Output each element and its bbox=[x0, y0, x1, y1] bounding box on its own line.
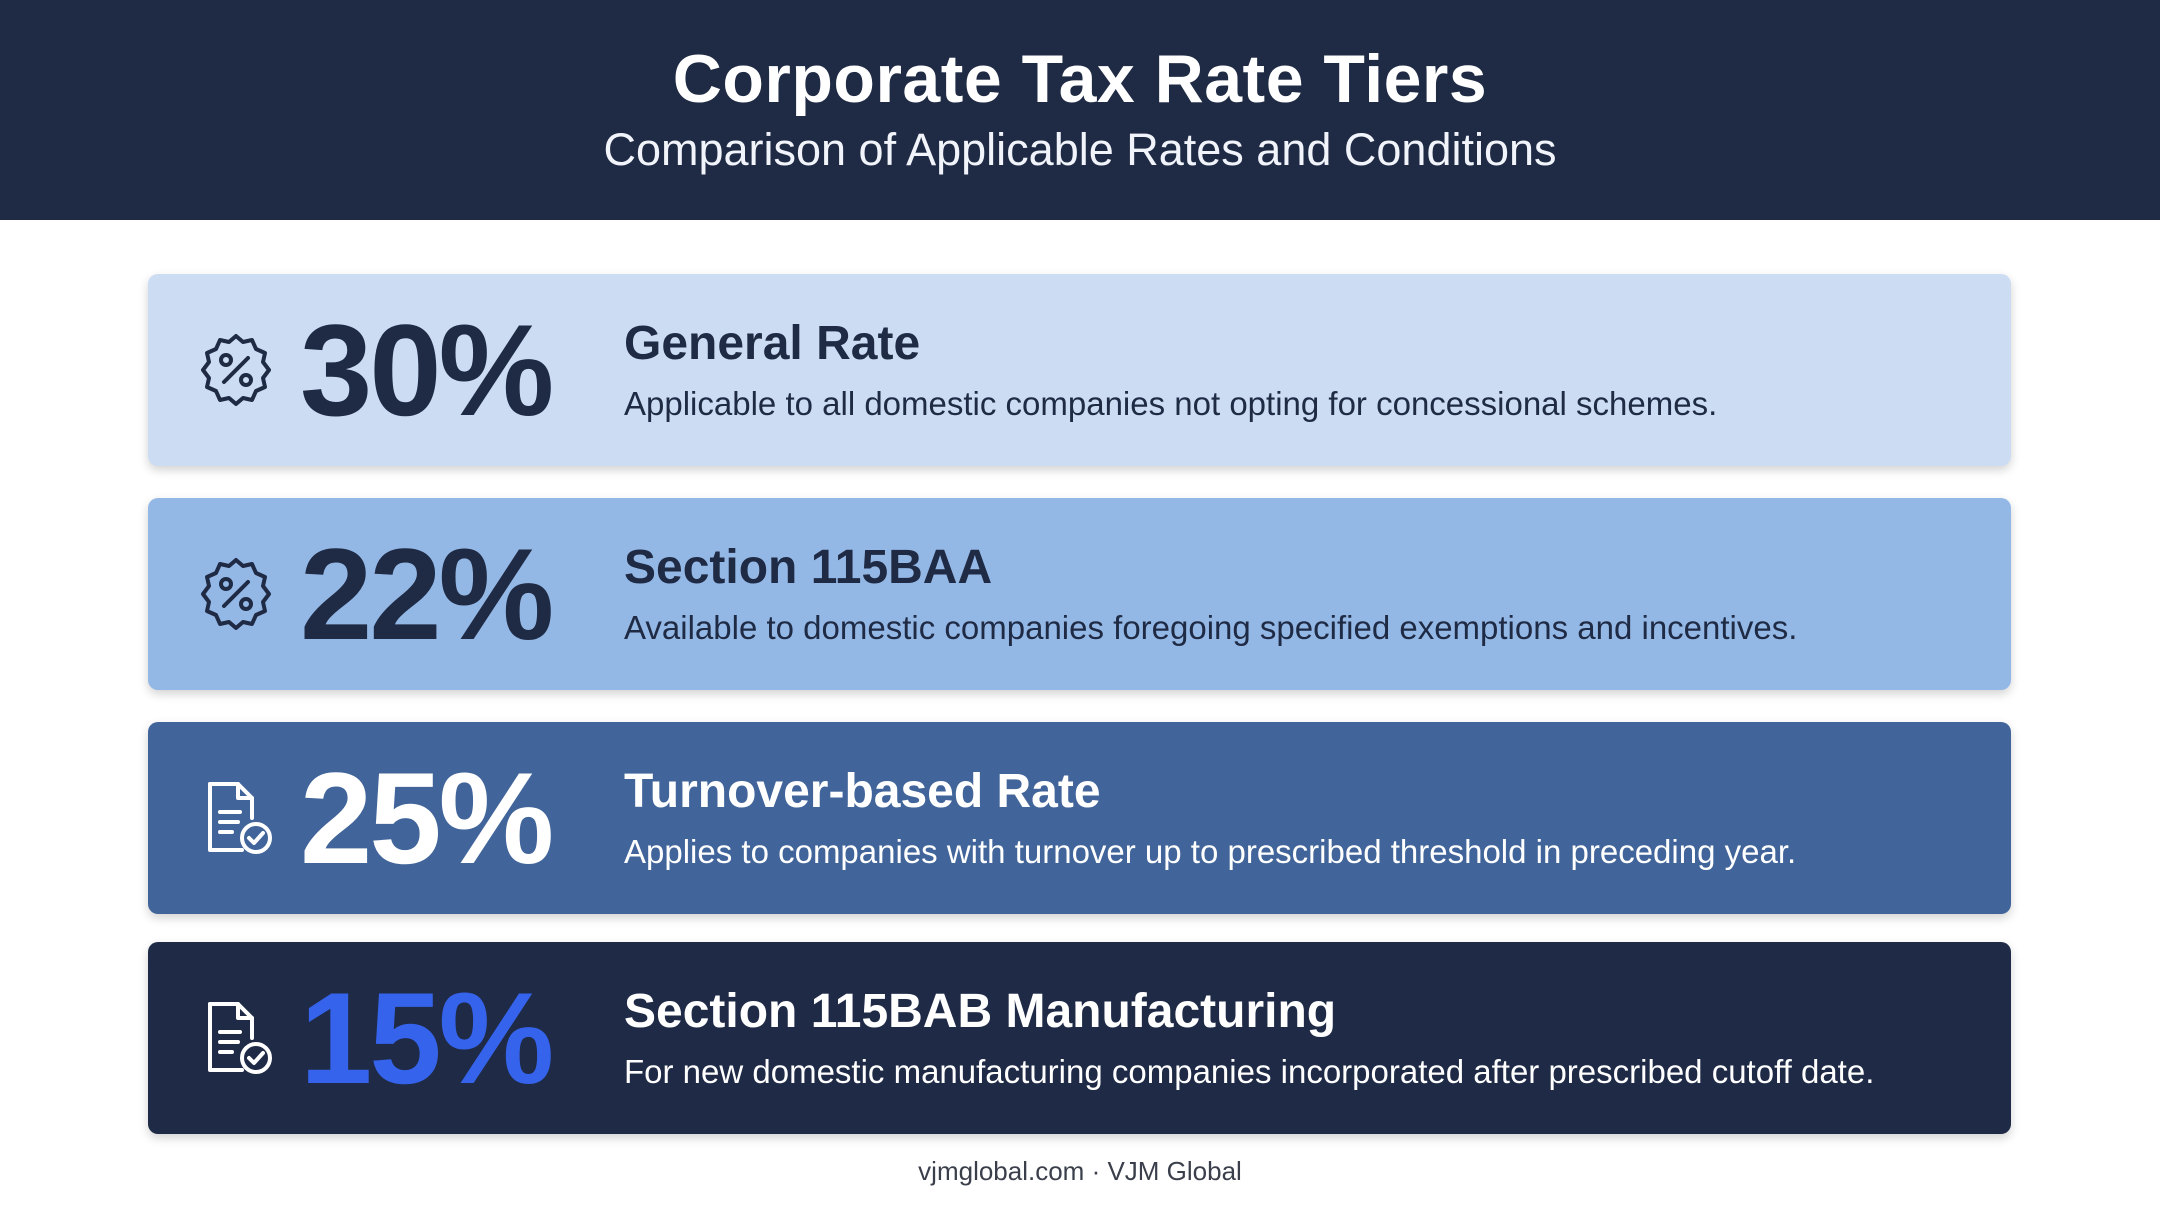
tier-description: Available to domestic companies foregoin… bbox=[624, 609, 1798, 646]
tier-rate: 22% bbox=[300, 521, 554, 667]
percent-badge-icon bbox=[196, 330, 276, 410]
tier-name: Section 115BAA bbox=[624, 541, 993, 594]
tier-description: For new domestic manufacturing companies… bbox=[624, 1053, 1875, 1090]
tier-description: Applies to companies with turnover up to… bbox=[624, 833, 1797, 870]
tier-rate: 25% bbox=[300, 745, 554, 891]
tier-card-general-rate: 30% General Rate Applicable to all domes… bbox=[148, 274, 2011, 466]
tier-rate: 15% bbox=[300, 965, 554, 1111]
tier-name: Turnover-based Rate bbox=[624, 765, 1101, 818]
tier-card-section-115baa: 22% Section 115BAA Available to domestic… bbox=[148, 498, 2011, 690]
tier-name: Section 115BAB Manufacturing bbox=[624, 985, 1337, 1038]
tier-rate: 30% bbox=[300, 297, 554, 443]
footer-credit: vjmglobal.com · VJM Global bbox=[918, 1156, 1242, 1186]
tier-card-section-115bab-manufacturing: 15% Section 115BAB Manufacturing For new… bbox=[148, 942, 2011, 1134]
page-title: Corporate Tax Rate Tiers bbox=[672, 41, 1488, 117]
page-subtitle: Comparison of Applicable Rates and Condi… bbox=[603, 124, 1557, 175]
tier-description: Applicable to all domestic companies not… bbox=[624, 385, 1718, 422]
document-check-icon bbox=[196, 998, 276, 1078]
percent-badge-icon bbox=[196, 554, 276, 634]
header-banner: Corporate Tax Rate Tiers Comparison of A… bbox=[0, 0, 2160, 220]
tier-name: General Rate bbox=[624, 317, 921, 370]
document-check-icon bbox=[196, 778, 276, 858]
tier-card-turnover-based-rate: 25% Turnover-based Rate Applies to compa… bbox=[148, 722, 2011, 914]
